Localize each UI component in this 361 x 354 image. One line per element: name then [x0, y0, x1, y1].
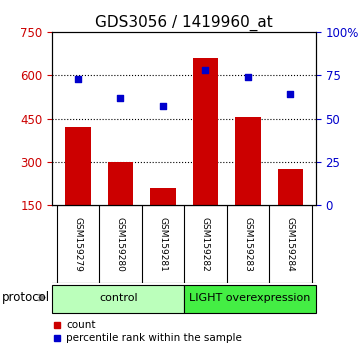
Text: protocol: protocol — [2, 291, 50, 304]
Point — [75, 76, 81, 81]
Text: GSM159280: GSM159280 — [116, 217, 125, 272]
Text: GSM159279: GSM159279 — [73, 217, 82, 272]
Bar — [184, 285, 316, 314]
Point — [245, 74, 251, 80]
Point — [117, 95, 123, 101]
Text: GSM159283: GSM159283 — [243, 217, 252, 272]
Text: GSM159281: GSM159281 — [158, 217, 168, 272]
Point — [160, 104, 166, 109]
Legend: count, percentile rank within the sample: count, percentile rank within the sample — [53, 320, 242, 343]
Bar — [278, 169, 303, 205]
Point — [287, 91, 293, 97]
Bar — [52, 285, 184, 314]
Bar — [193, 58, 218, 205]
Bar — [150, 188, 175, 205]
Bar — [108, 162, 133, 205]
Text: GSM159282: GSM159282 — [201, 217, 210, 272]
Bar — [235, 117, 261, 205]
Point — [203, 67, 208, 73]
Text: control: control — [99, 292, 138, 303]
Title: GDS3056 / 1419960_at: GDS3056 / 1419960_at — [95, 14, 273, 30]
Bar — [65, 127, 91, 205]
Text: GSM159284: GSM159284 — [286, 217, 295, 272]
Text: LIGHT overexpression: LIGHT overexpression — [189, 292, 311, 303]
